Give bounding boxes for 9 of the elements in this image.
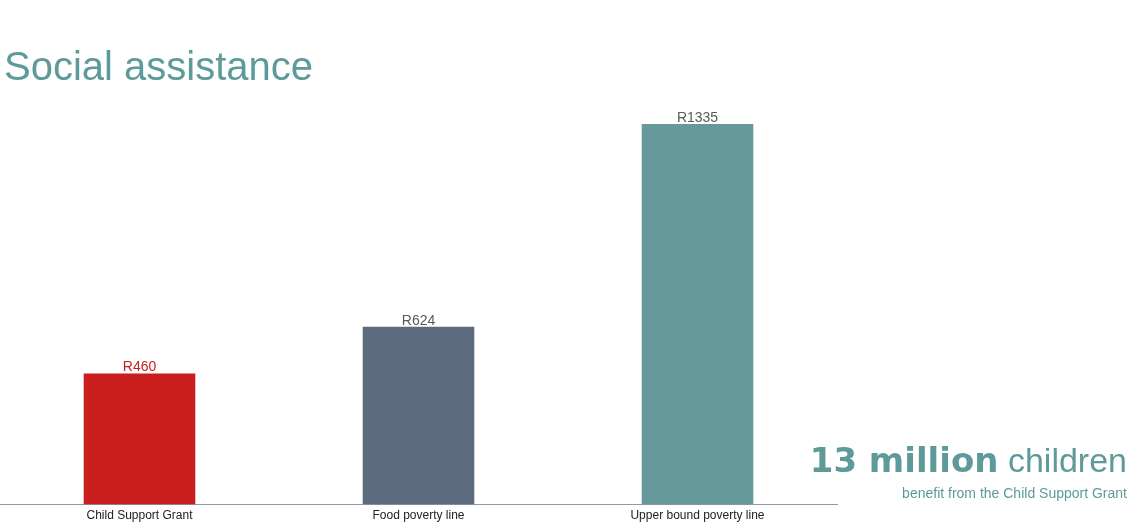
x-tick-label: Child Support Grant <box>86 508 194 523</box>
x-tick-label: Upper bound poverty line <box>630 508 765 523</box>
data-label: R460 <box>122 358 157 375</box>
chart-title: Social assistance <box>4 44 314 89</box>
data-label: R1335 <box>676 108 719 125</box>
data-label: R624 <box>401 311 436 328</box>
text: benefit from the Child Support Grant <box>902 485 1127 501</box>
x-tick-label: Food poverty line <box>372 508 465 523</box>
annotation: 13 million children <box>809 440 1127 480</box>
